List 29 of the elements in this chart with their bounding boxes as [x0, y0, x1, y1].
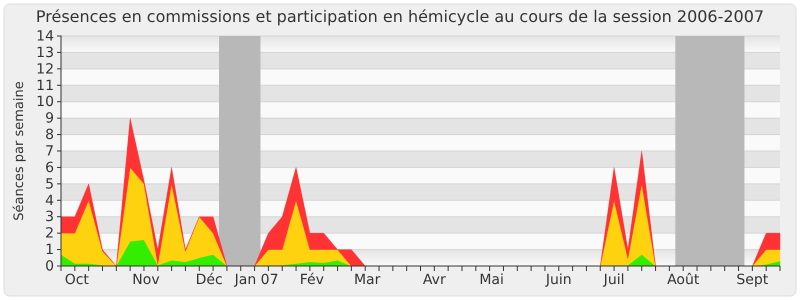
chart-title: Présences en commissions et participation en hémicycle au cours de la session 2006-2007 [36, 7, 764, 26]
y-tick-label: 4 [45, 192, 54, 209]
x-tick-label: Jan 07 [234, 272, 278, 288]
y-tick-label: 1 [45, 242, 54, 258]
y-tick-label: 9 [45, 110, 54, 127]
x-tick-label: Mar [354, 272, 381, 288]
y-tick-label: 5 [45, 176, 54, 192]
y-tick-label: 14 [36, 28, 54, 44]
x-tick-label: Mai [479, 272, 504, 288]
x-tick-label: Oct [64, 272, 90, 288]
x-tick-label: Nov [132, 272, 160, 288]
x-tick-label: Août [667, 272, 700, 288]
x-tick-label: Juil [602, 272, 624, 288]
y-tick-label: 0 [45, 258, 54, 274]
x-tick-label: Sept [736, 272, 769, 288]
x-tick-label: Déc [196, 272, 223, 288]
x-tick-label: Avr [422, 272, 446, 288]
y-tick-label: 12 [36, 61, 54, 78]
y-tick-label: 7 [45, 143, 54, 160]
y-axis-title: Séances par semaine [12, 81, 27, 221]
y-tick-label: 2 [45, 226, 54, 242]
x-tick-label: Fév [300, 272, 324, 288]
y-tick-label: 6 [45, 160, 54, 176]
y-tick-label: 3 [45, 209, 54, 226]
y-tick-label: 10 [36, 94, 54, 110]
y-tick-label: 8 [45, 127, 54, 144]
x-tick-label: Juin [544, 272, 572, 288]
y-tick-label: 11 [36, 78, 54, 94]
y-tick-label: 13 [36, 44, 54, 61]
